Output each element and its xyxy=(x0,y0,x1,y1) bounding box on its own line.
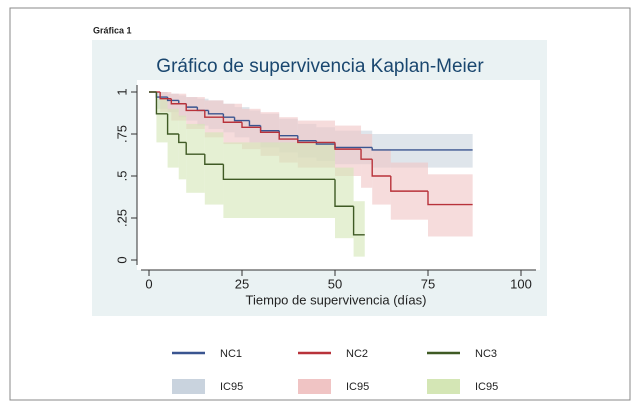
ci-band xyxy=(186,123,205,193)
x-tick-label: 0 xyxy=(145,276,152,291)
legend-label: NC2 xyxy=(346,348,368,360)
survival-step xyxy=(352,206,365,236)
chart-title: Gráfico de supervivencia Kaplan-Meier xyxy=(156,56,484,77)
survival-step xyxy=(371,147,473,151)
survival-step xyxy=(159,92,172,100)
survival-step xyxy=(207,110,224,115)
survival-step xyxy=(155,92,168,115)
survival-step xyxy=(178,134,187,144)
ci-band xyxy=(372,149,391,205)
y-tick-label: 0 xyxy=(114,256,129,263)
survival-step xyxy=(334,179,354,207)
survival-step xyxy=(427,191,473,206)
legend-label: IC95 xyxy=(475,381,498,393)
survival-step xyxy=(360,149,373,160)
y-tick-label: .75 xyxy=(114,125,129,143)
survival-step xyxy=(390,176,428,192)
ci-band xyxy=(167,108,179,168)
ci-band xyxy=(156,98,168,143)
ci-band xyxy=(223,142,335,218)
ci-band xyxy=(223,103,242,145)
legend-label: NC1 xyxy=(220,348,242,360)
legend-label: IC95 xyxy=(220,381,243,393)
survival-step xyxy=(259,127,280,134)
survival-step xyxy=(166,113,179,135)
ci-band xyxy=(204,132,224,205)
ci-band xyxy=(353,201,365,257)
x-tick-label: 25 xyxy=(235,276,249,291)
survival-step xyxy=(185,103,205,112)
survival-step xyxy=(241,122,261,128)
survival-step xyxy=(170,98,187,105)
x-tick-label: 50 xyxy=(328,276,342,291)
legend-label: NC3 xyxy=(475,348,497,360)
ci-band xyxy=(178,115,187,180)
y-tick-label: .25 xyxy=(114,209,129,227)
survival-step xyxy=(297,139,335,144)
ci-band xyxy=(428,174,473,237)
figure-label: Gráfica 1 xyxy=(93,25,132,35)
x-tick-label: 100 xyxy=(510,276,532,291)
survival-step xyxy=(371,159,391,177)
survival-step xyxy=(204,110,224,118)
survival-step xyxy=(185,142,205,155)
y-tick-label: 1 xyxy=(114,88,129,95)
x-axis-title: Tiempo de supervivencia (días) xyxy=(246,292,427,307)
survival-step xyxy=(233,117,250,122)
survival-step xyxy=(248,120,261,127)
y-tick-label: .5 xyxy=(114,171,129,182)
legend-label: IC95 xyxy=(346,381,369,393)
ci-band xyxy=(335,167,354,239)
legend-swatch xyxy=(172,379,205,394)
ci-band xyxy=(242,108,261,150)
survival-step xyxy=(278,132,298,140)
ci-band xyxy=(204,100,224,138)
legend-swatch xyxy=(427,379,460,394)
survival-step xyxy=(334,142,362,150)
survival-step xyxy=(204,154,224,165)
survival-step xyxy=(222,164,335,181)
ci-band xyxy=(361,134,373,188)
ci-band xyxy=(186,97,205,129)
legend-swatch xyxy=(298,379,331,394)
survival-step xyxy=(222,117,242,123)
x-tick-label: 75 xyxy=(421,276,435,291)
